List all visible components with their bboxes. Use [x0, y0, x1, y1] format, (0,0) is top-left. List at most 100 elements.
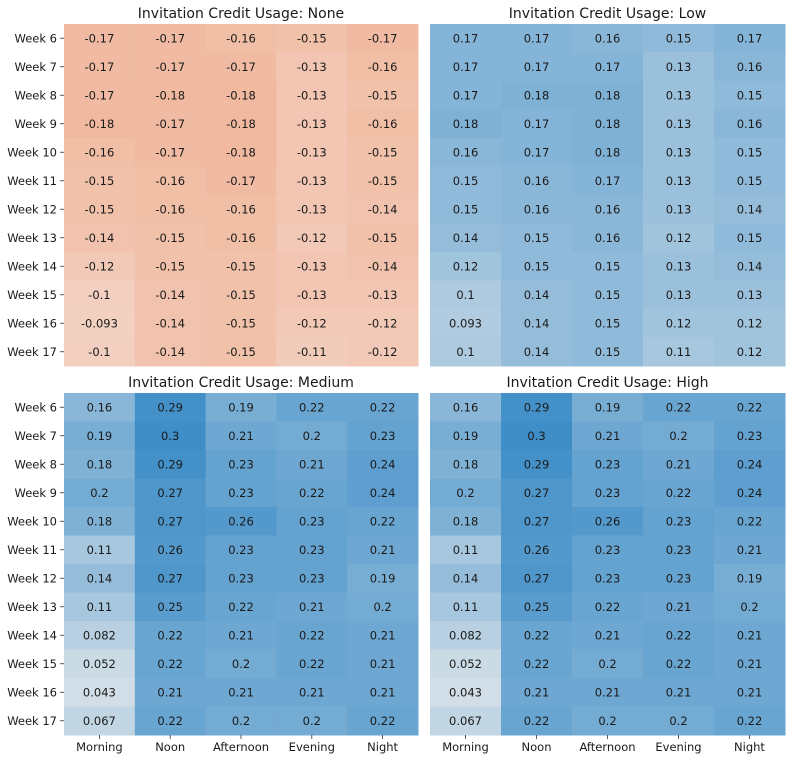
heatmap-cell — [347, 252, 419, 281]
cell-value-label: -0.13 — [297, 174, 327, 188]
heatmap-cell — [572, 109, 644, 139]
heatmap-cell — [64, 52, 136, 82]
cell-value-label: 0.13 — [666, 117, 692, 131]
heatmap-cell — [347, 81, 419, 110]
y-tick-label: Week 17 — [7, 345, 57, 359]
cell-value-label: 0.16 — [595, 231, 621, 245]
heatmap-cell — [276, 649, 348, 679]
cell-value-label: 0.26 — [157, 543, 183, 557]
cell-value-label: 0.11 — [666, 345, 692, 359]
cell-value-label: 0.21 — [595, 628, 621, 642]
cell-value-label: -0.14 — [368, 202, 398, 216]
heatmap-cell — [205, 166, 277, 196]
cell-value-label: -0.15 — [226, 316, 256, 330]
cell-value-label: 0.29 — [157, 400, 183, 414]
cell-value-label: 0.21 — [228, 628, 254, 642]
cell-value-label: 0.22 — [524, 628, 550, 642]
heatmap-cell — [643, 195, 715, 224]
heatmap-cell — [714, 507, 786, 536]
heatmap-cell — [643, 621, 715, 650]
cell-value-label: -0.17 — [85, 88, 115, 102]
heatmap-cell — [643, 393, 715, 422]
heatmap-cell — [276, 24, 348, 53]
cell-value-label: 0.1 — [456, 288, 474, 302]
cell-value-label: 0.21 — [228, 429, 254, 443]
cell-value-label: 0.12 — [453, 259, 479, 273]
cell-value-label: 0.13 — [666, 145, 692, 159]
cell-value-label: 0.052 — [83, 657, 116, 671]
cell-value-label: -0.17 — [155, 117, 185, 131]
y-tick-label: Week 12 — [7, 571, 57, 585]
heatmap-cell — [501, 649, 573, 679]
heatmap-cell — [276, 223, 348, 253]
cell-value-label: 0.11 — [453, 600, 479, 614]
heatmap-cell — [430, 678, 502, 707]
heatmap-cell — [64, 678, 136, 707]
cell-value-label: 0.29 — [524, 400, 550, 414]
cell-value-label: 0.21 — [666, 600, 692, 614]
heatmap-cell — [276, 507, 348, 536]
cell-value-label: 0.18 — [453, 117, 479, 131]
heatmap-cell — [205, 393, 277, 422]
cell-value-label: 0.22 — [157, 628, 183, 642]
cell-value-label: 0.24 — [737, 486, 763, 500]
cell-value-label: 0.22 — [299, 400, 325, 414]
heatmap-cell — [430, 109, 502, 139]
heatmap-cell — [347, 393, 419, 422]
heatmap-cell — [643, 478, 715, 508]
cell-value-label: 0.15 — [666, 31, 692, 45]
cell-value-label: 0.14 — [524, 288, 550, 302]
heatmap-cell — [205, 621, 277, 650]
heatmap-cell — [64, 252, 136, 281]
cell-value-label: -0.15 — [155, 259, 185, 273]
heatmap-cell — [572, 24, 644, 53]
cell-value-label: 0.043 — [83, 685, 116, 699]
cell-value-label: -0.15 — [368, 174, 398, 188]
cell-value-label: 0.27 — [524, 486, 550, 500]
cell-value-label: -0.13 — [297, 145, 327, 159]
cell-value-label: 0.27 — [157, 486, 183, 500]
heatmap-cell — [572, 421, 644, 451]
cell-value-label: -0.13 — [297, 259, 327, 273]
cell-value-label: 0.22 — [370, 714, 396, 728]
cell-value-label: 0.22 — [299, 657, 325, 671]
heatmap-cell — [572, 81, 644, 110]
cell-value-label: -0.15 — [368, 231, 398, 245]
heatmap-cell — [276, 52, 348, 82]
cell-value-label: 0.19 — [453, 429, 479, 443]
heatmap-cell — [205, 309, 277, 338]
heatmap-cell — [714, 706, 786, 736]
cell-value-label: 0.14 — [87, 571, 113, 585]
cell-value-label: 0.2 — [669, 714, 687, 728]
cell-value-label: -0.15 — [226, 288, 256, 302]
cell-value-label: 0.21 — [157, 685, 183, 699]
cell-value-label: 0.082 — [449, 628, 482, 642]
heatmap-cell — [714, 52, 786, 82]
cell-value-label: -0.14 — [155, 316, 185, 330]
heatmap-cell — [134, 166, 207, 196]
heatmap-cell — [205, 252, 277, 281]
cell-value-label: 0.16 — [737, 117, 763, 131]
heatmap-cell — [643, 564, 715, 593]
cell-value-label: 0.2 — [669, 429, 687, 443]
heatmap-cell — [276, 564, 348, 593]
cell-value-label: -0.13 — [297, 117, 327, 131]
cell-value-label: 0.2 — [303, 429, 321, 443]
heatmap-cell — [134, 507, 207, 536]
cell-value-label: -0.13 — [297, 88, 327, 102]
y-tick-label: Week 15 — [7, 657, 57, 671]
heatmap-cell — [430, 706, 502, 736]
cell-value-label: 0.12 — [666, 316, 692, 330]
cell-value-label: -0.15 — [85, 174, 115, 188]
heatmap-cell — [430, 52, 502, 82]
heatmap-cell — [501, 166, 573, 196]
cell-value-label: 0.17 — [595, 174, 621, 188]
heatmap-cell — [134, 535, 207, 565]
cell-value-label: 0.17 — [524, 145, 550, 159]
heatmap-cell — [430, 280, 502, 310]
heatmap-cell — [643, 280, 715, 310]
cell-value-label: -0.13 — [297, 288, 327, 302]
heatmap-cell — [572, 535, 644, 565]
cell-value-label: 0.2 — [232, 657, 250, 671]
heatmap-cell — [134, 649, 207, 679]
